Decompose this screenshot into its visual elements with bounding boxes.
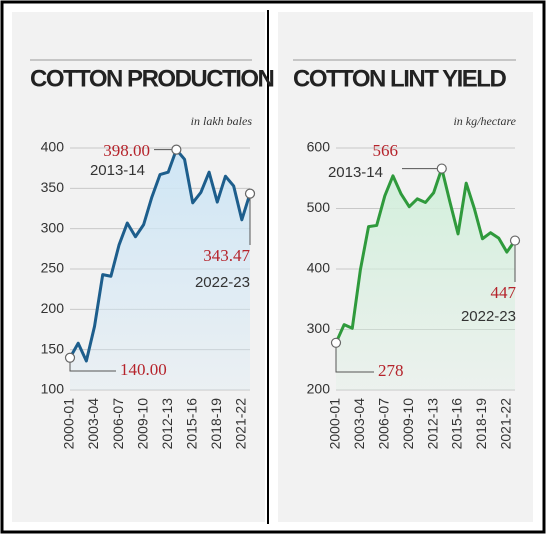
data-label: 398.00 — [103, 141, 150, 160]
x-tick-label: 2021-22 — [233, 398, 249, 450]
x-tick-label: 2018-19 — [473, 398, 489, 450]
y-tick-label: 300 — [307, 320, 331, 336]
x-tick-label: 2009-10 — [134, 398, 150, 450]
period-label: 2013-14 — [90, 162, 145, 179]
y-tick-label: 500 — [307, 199, 331, 215]
x-tick-label: 2006-07 — [110, 398, 126, 450]
unit-label: in kg/hectare — [453, 114, 516, 128]
y-tick-label: 400 — [41, 139, 65, 155]
x-tick-label: 2003-04 — [85, 398, 101, 450]
y-tick-label: 300 — [41, 219, 65, 235]
x-tick-label: 2018-19 — [208, 398, 224, 450]
y-tick-label: 250 — [41, 260, 65, 276]
area — [336, 168, 515, 390]
x-tick-label: 2015-16 — [449, 398, 465, 450]
y-tick-label: 200 — [41, 300, 65, 316]
y-tick-label: 150 — [41, 340, 65, 356]
period-label: 2013-14 — [328, 164, 383, 181]
highlight-point — [244, 188, 256, 199]
x-tick-label: 2000-01 — [327, 398, 343, 450]
data-label: 278 — [378, 361, 404, 380]
highlight-point — [64, 352, 76, 363]
y-tick-label: 100 — [41, 381, 65, 397]
x-tick-label: 2009-10 — [400, 398, 416, 450]
area — [70, 149, 250, 390]
chart-title: COTTON PRODUCTION — [30, 65, 274, 92]
data-label: 343.47 — [203, 246, 250, 265]
unit-label: in lakh bales — [191, 114, 253, 128]
x-tick-label: 2021-22 — [498, 398, 514, 450]
chart-title: COTTON LINT YIELD — [293, 65, 506, 92]
y-tick-label: 200 — [307, 381, 331, 397]
highlight-point — [171, 144, 182, 155]
x-tick-label: 2000-01 — [61, 398, 77, 450]
line — [334, 167, 517, 344]
x-tick-label: 2015-16 — [183, 398, 199, 450]
highlight-point — [436, 163, 447, 174]
y-tick-label: 400 — [307, 260, 331, 276]
highlight-point — [330, 337, 342, 348]
period-label: 2022-23 — [195, 274, 250, 291]
x-tick-label: 2003-04 — [351, 398, 367, 450]
y-tick-label: 600 — [307, 139, 331, 155]
y-tick-label: 350 — [41, 179, 65, 195]
x-tick-label: 2012-13 — [159, 398, 175, 450]
data-label: 447 — [491, 283, 517, 302]
data-label: 566 — [373, 141, 399, 160]
x-tick-label: 2006-07 — [376, 398, 392, 450]
period-label: 2022-23 — [461, 308, 516, 325]
line — [68, 148, 252, 363]
leader — [335, 342, 374, 373]
highlight-point — [509, 235, 521, 246]
data-label: 140.00 — [120, 360, 167, 379]
x-tick-label: 2012-13 — [424, 398, 440, 450]
